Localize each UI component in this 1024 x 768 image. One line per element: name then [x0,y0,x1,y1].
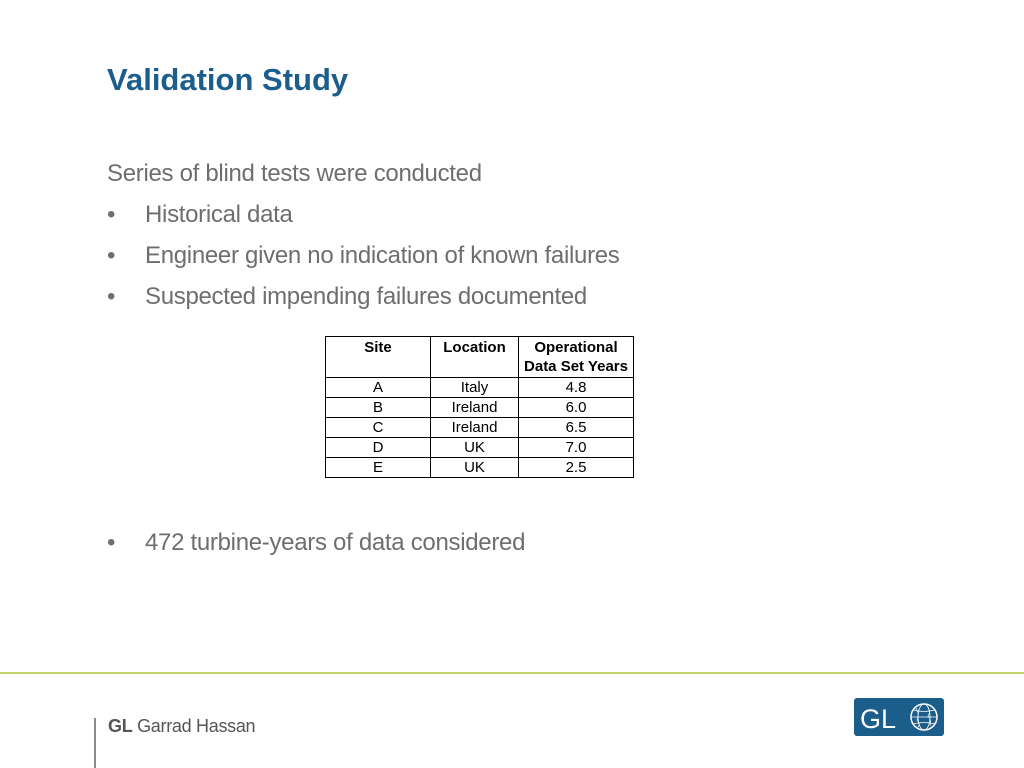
slide-title: Validation Study [107,62,349,97]
bullet-marker: • [107,529,116,556]
table-header-site: Site [325,336,431,378]
footer-divider [0,672,1024,674]
slide-body: Series of blind tests were conducted • H… [107,155,907,319]
table-cell-years: 4.8 [518,377,634,398]
table-row: C Ireland 6.5 [325,417,634,438]
bullet-text: 472 turbine-years of data considered [145,529,526,556]
footer-brand-prefix: GL [108,716,133,736]
bullet-text: Suspected impending failures documented [145,283,587,310]
table-header-location: Location [430,336,519,378]
table-cell-location: UK [430,457,519,478]
table-cell-location: Italy [430,377,519,398]
table-header-row: Site Location Operational Data Set Years [325,336,634,378]
table-cell-site: C [325,417,431,438]
bullet-list: • Historical data • Engineer given no in… [107,196,907,319]
bullet-item: • 472 turbine-years of data considered [107,524,525,565]
bullet-marker: • [107,283,116,310]
table-cell-location: Ireland [430,417,519,438]
footer-brand-name: Garrad Hassan [137,716,256,736]
table-cell-site: E [325,457,431,478]
table-row: B Ireland 6.0 [325,397,634,418]
table-cell-years: 7.0 [518,437,634,458]
table-cell-site: B [325,397,431,418]
globe-icon [910,703,938,731]
table-cell-site: A [325,377,431,398]
table-cell-site: D [325,437,431,458]
table-cell-location: UK [430,437,519,458]
table-row: A Italy 4.8 [325,377,634,398]
gl-logo: GL [854,698,944,736]
logo-text: GL [860,704,896,734]
footer-vertical-divider [94,718,96,768]
bullet-marker: • [107,201,116,228]
table-row: E UK 2.5 [325,457,634,478]
intro-text: Series of blind tests were conducted [107,160,482,187]
bullet-item: • Historical data [107,196,907,237]
footer-brand: GL Garrad Hassan [108,716,256,737]
bullet-list-after-table: • 472 turbine-years of data considered [107,524,525,565]
table-cell-years: 6.0 [518,397,634,418]
bullet-text: Historical data [145,201,293,228]
table-cell-location: Ireland [430,397,519,418]
table-row: D UK 7.0 [325,437,634,458]
table-cell-years: 6.5 [518,417,634,438]
bullet-item: • Suspected impending failures documente… [107,278,907,319]
data-table: Site Location Operational Data Set Years… [325,336,634,478]
bullet-text: Engineer given no indication of known fa… [145,242,620,269]
table-cell-years: 2.5 [518,457,634,478]
table-header-years: Operational Data Set Years [518,336,634,378]
bullet-marker: • [107,242,116,269]
bullet-item: • Engineer given no indication of known … [107,237,907,278]
